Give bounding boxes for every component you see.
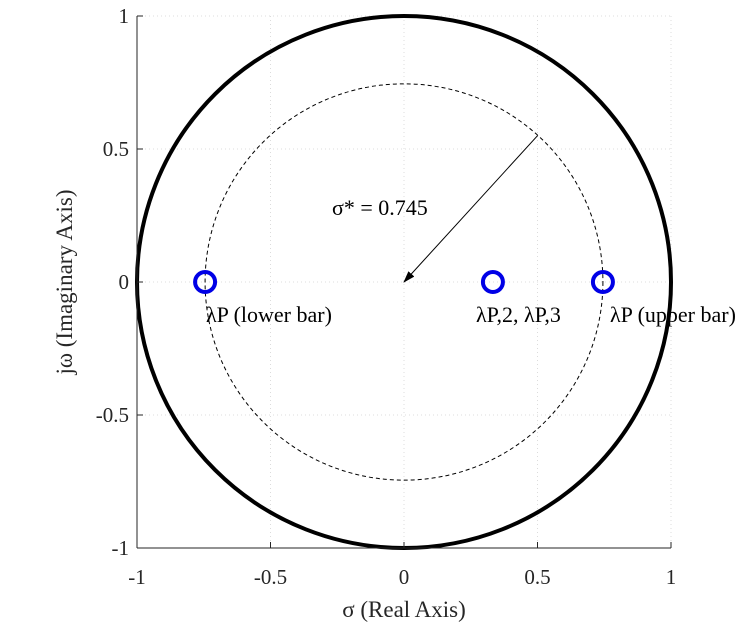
point-label-middle: λP,2, λP,3 [476,302,561,327]
dashed-circle [204,83,604,481]
annotations: σ* = 0.745 λP (lower bar) λP,2, λP,3 λP … [206,135,736,327]
y-axis-label: jω (Imaginary Axis) [52,189,77,375]
x-tick-label-0: -1 [128,565,146,589]
point-label-upper: λP (upper bar) [610,302,736,327]
x-tick-label-4: 1 [666,565,677,589]
point-marker-2 [590,270,615,294]
radius-arrow [403,135,538,283]
axes [136,15,672,549]
y-tick-label-3: 0.5 [103,137,129,161]
x-axis-label: σ (Real Axis) [342,597,466,622]
y-tick-label-2: 0 [119,270,130,294]
point-label-lower: λP (lower bar) [206,302,332,327]
y-tick-label-4: 1 [119,4,130,28]
tick-labels: -1 -0.5 0 0.5 1 -1 -0.5 0 0.5 1 [96,4,677,589]
y-tick-label-1: -0.5 [96,403,129,427]
x-tick-label-1: -0.5 [254,565,287,589]
point-marker-0 [193,270,218,294]
points-layer [193,270,615,294]
point-marker-1 [480,270,505,294]
radius-annotation-text: σ* = 0.745 [332,195,428,220]
x-tick-label-2: 0 [399,565,410,589]
x-tick-label-3: 0.5 [524,565,550,589]
y-tick-label-0: -1 [112,536,130,560]
